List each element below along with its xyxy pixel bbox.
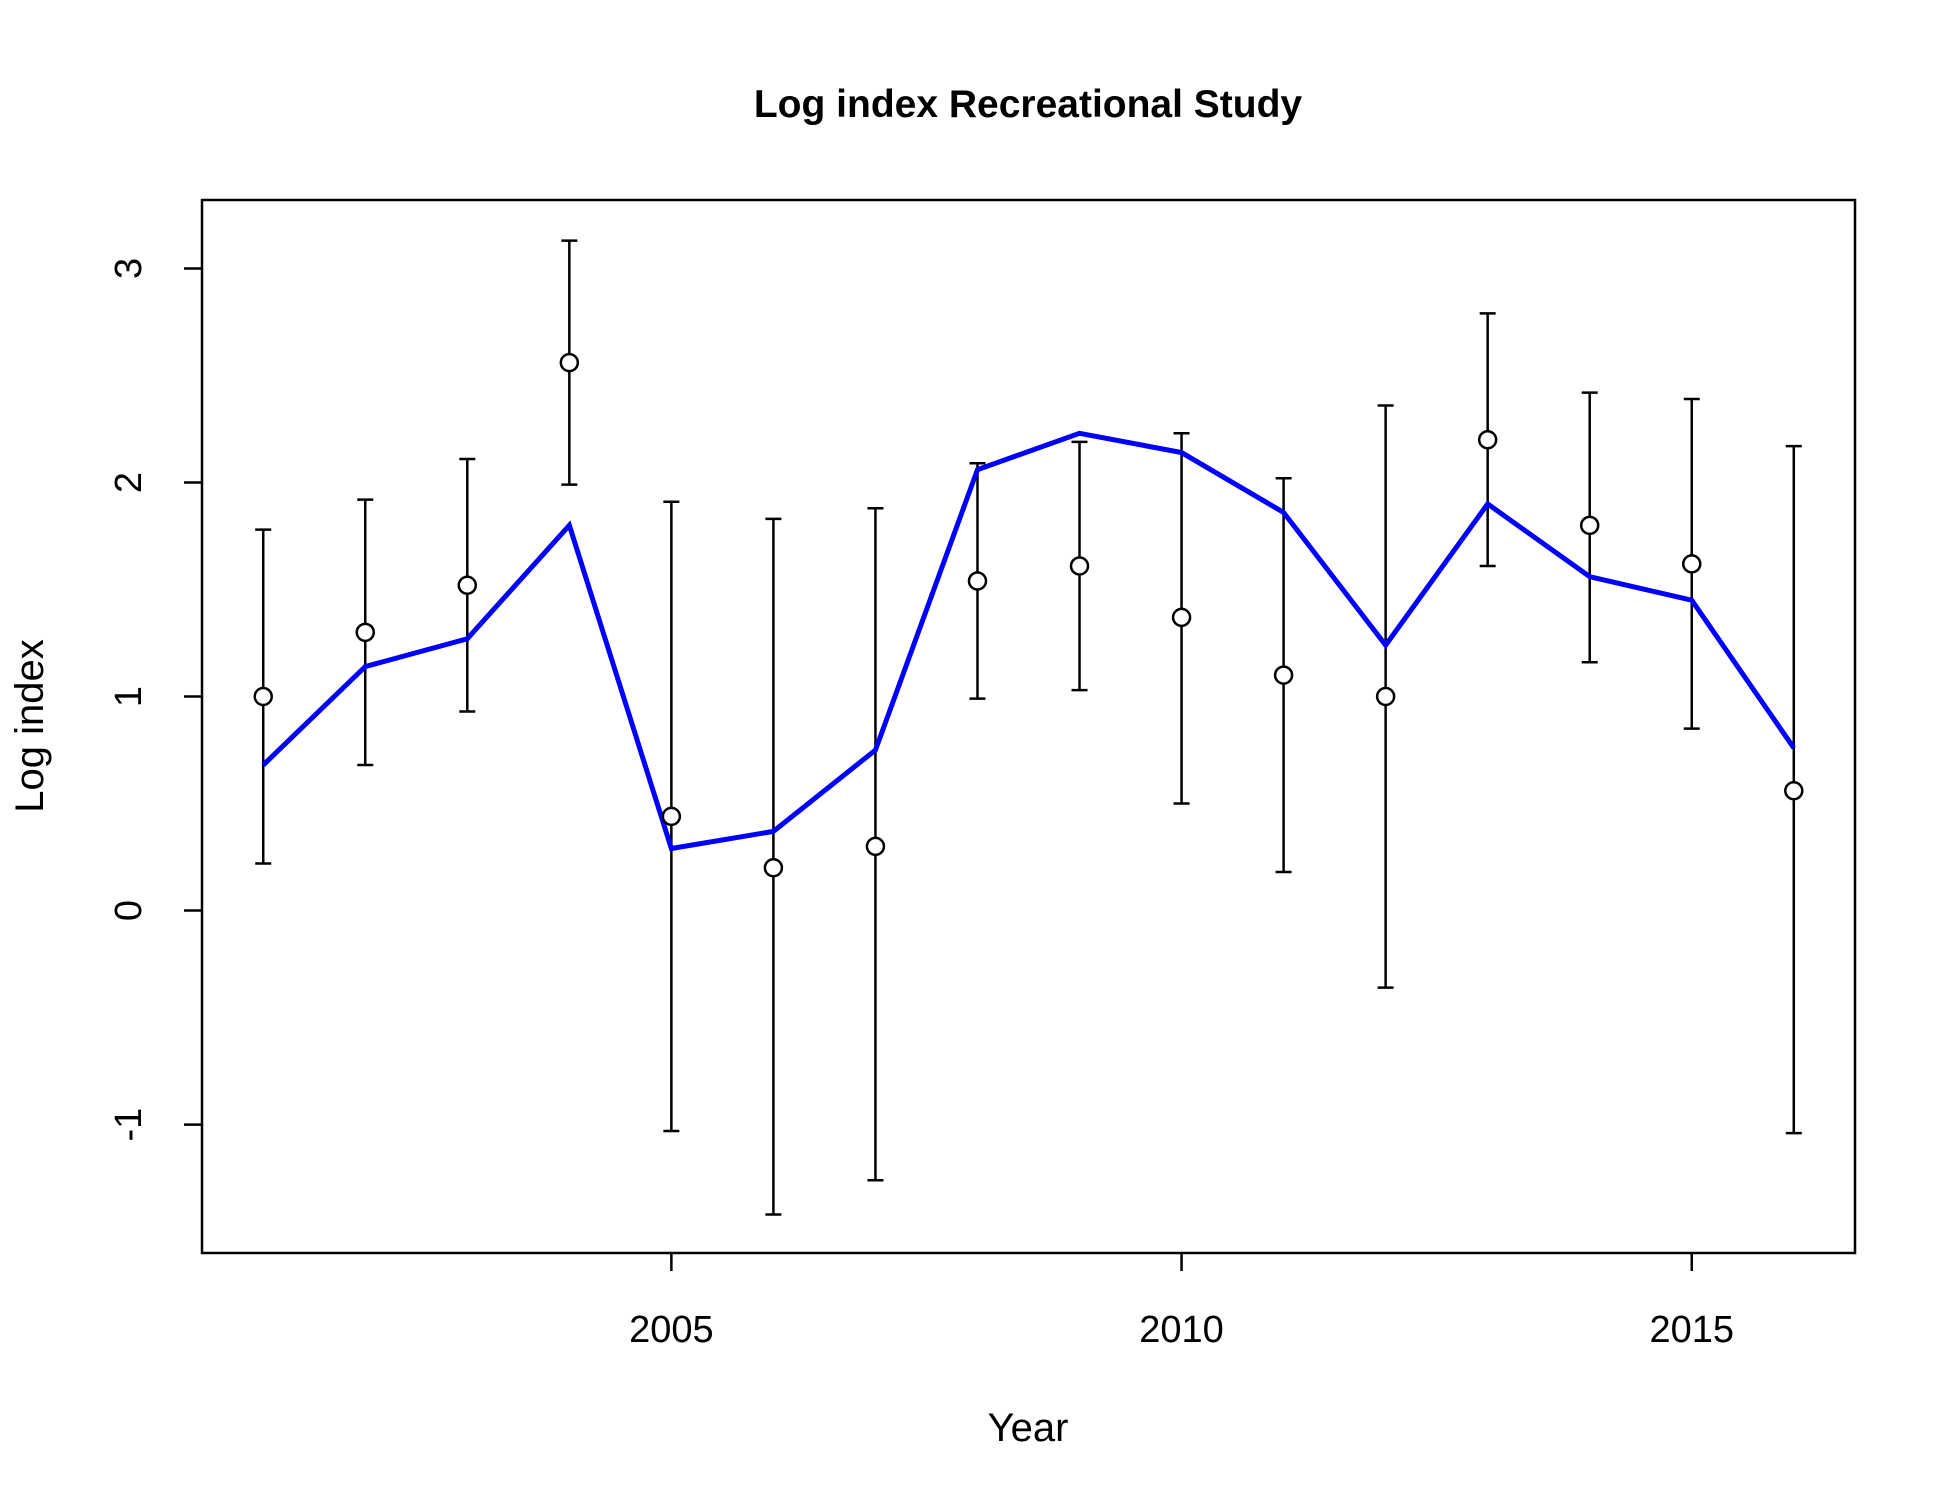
fitted-series — [261, 430, 1796, 852]
observed-point — [355, 622, 376, 643]
y-axis: -1 0 1 2 3 — [108, 258, 202, 1142]
chart-title: Log index Recreational Study — [754, 83, 1303, 126]
observed-point — [865, 836, 886, 857]
x-tick-label: 2010 — [1139, 1309, 1224, 1351]
y-tick-label: 1 — [108, 686, 150, 707]
observed-point — [1784, 780, 1804, 801]
observed-point — [1477, 429, 1498, 450]
fitted-line — [261, 430, 1796, 852]
observed-point — [1273, 665, 1294, 685]
y-tick-label: 0 — [108, 900, 150, 921]
observed-point — [661, 806, 682, 827]
observed-points — [253, 352, 1804, 878]
x-axis: 2005 2010 2015 — [629, 1253, 1734, 1351]
observed-point — [1375, 686, 1396, 707]
observed-point — [253, 686, 273, 707]
x-tick-label: 2015 — [1649, 1309, 1734, 1351]
observed-point — [763, 858, 784, 878]
y-axis-title: Log index — [8, 639, 52, 812]
observed-point — [457, 575, 478, 595]
observed-point — [1579, 515, 1600, 536]
plot-frame — [200, 198, 1857, 1255]
x-axis-title: Year — [988, 1406, 1069, 1450]
observed-point — [559, 352, 580, 373]
y-tick-label: 3 — [108, 258, 150, 279]
y-tick-label: -1 — [108, 1108, 150, 1142]
observed-point — [1681, 554, 1702, 574]
x-tick-label: 2005 — [629, 1309, 714, 1351]
y-tick-label: 2 — [108, 472, 150, 493]
observed-point — [1069, 556, 1090, 576]
observed-point — [1171, 607, 1192, 628]
observed-point — [967, 571, 988, 591]
